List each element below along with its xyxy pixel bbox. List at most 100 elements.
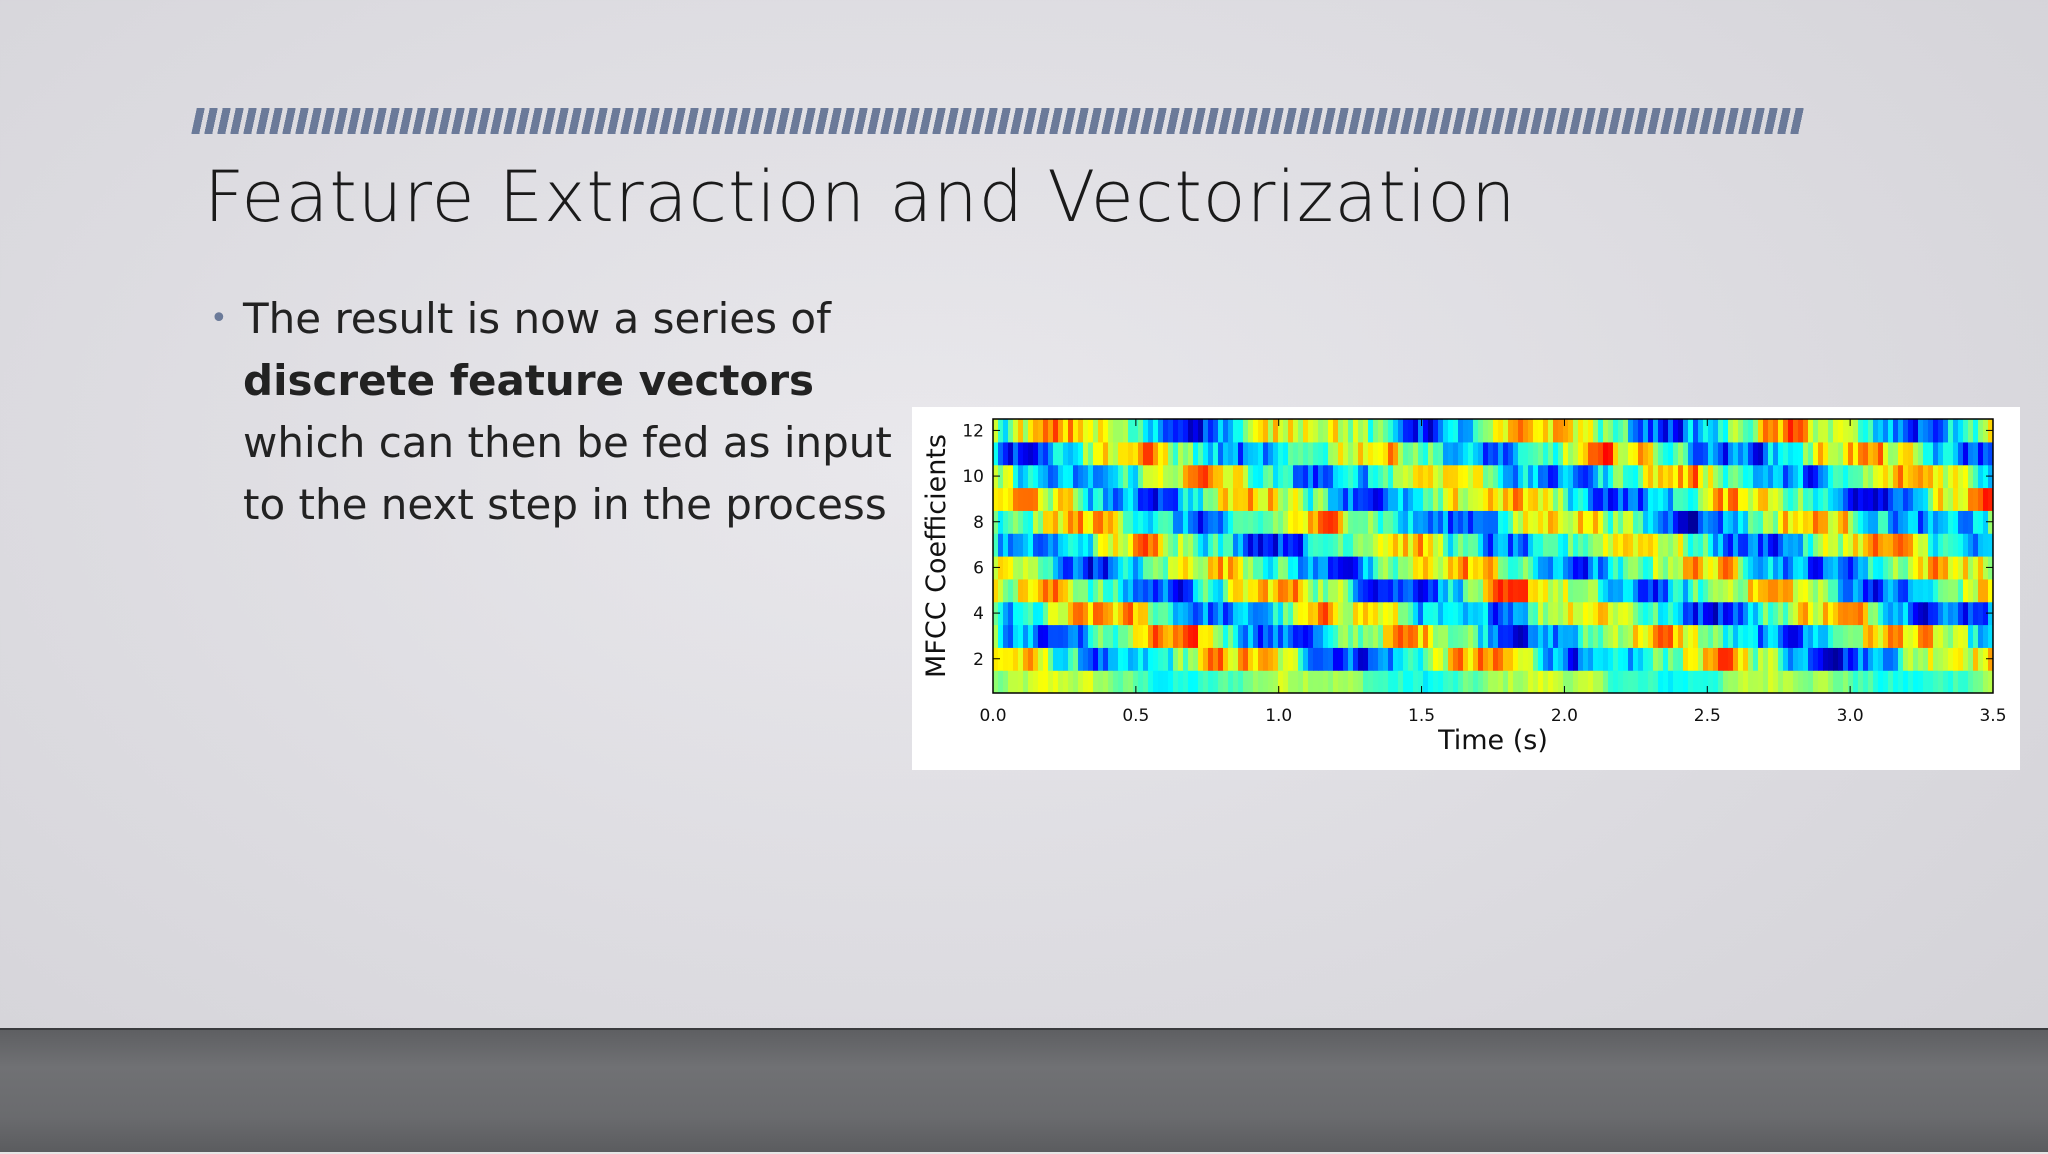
heatmap-cell (1943, 624, 1949, 648)
heatmap-cell (1298, 464, 1304, 489)
heatmap-cell (1588, 670, 1594, 693)
heatmap-cell (1673, 578, 1679, 603)
heatmap-cell (1843, 578, 1849, 603)
heatmap-cell (1503, 487, 1509, 511)
heatmap-cell (1178, 556, 1184, 580)
heatmap-cell (1048, 464, 1054, 489)
heatmap-cell (1598, 419, 1604, 443)
heatmap-cell (1833, 601, 1839, 626)
heatmap-cell (1948, 578, 1954, 603)
heatmap-cell (1198, 647, 1204, 671)
heatmap-cell (1918, 647, 1924, 671)
heatmap-cell (1283, 601, 1289, 626)
heatmap-cell (1593, 624, 1599, 648)
heatmap-cell (1003, 578, 1009, 603)
heatmap-cell (1428, 578, 1434, 603)
heatmap-cell (1588, 556, 1594, 580)
heatmap-cell (1073, 441, 1079, 466)
heatmap-cell (1748, 510, 1754, 534)
heatmap-cell (1428, 487, 1434, 511)
heatmap-cell (1198, 556, 1204, 580)
heatmap-cell (1988, 624, 1993, 648)
heatmap-cell (1633, 624, 1639, 648)
heatmap-cell (1683, 578, 1689, 603)
heatmap-cell (1008, 556, 1014, 580)
heatmap-cell (1973, 647, 1979, 671)
heatmap-cell (1328, 441, 1334, 466)
heatmap-cell (1253, 670, 1259, 693)
heatmap-cell (1223, 510, 1229, 534)
heatmap-cell (1073, 670, 1079, 693)
heatmap-cell (1643, 624, 1649, 648)
heatmap-cell (1953, 556, 1959, 580)
heatmap-cell (1708, 601, 1714, 626)
heatmap-cell (1643, 464, 1649, 489)
heatmap-cell (1418, 441, 1424, 466)
heatmap-cell (1183, 441, 1189, 466)
heatmap-cell (1933, 556, 1939, 580)
heatmap-cell (1573, 556, 1579, 580)
heatmap-cell (1018, 419, 1024, 443)
heatmap-cell (1928, 601, 1934, 626)
heatmap-cell (1753, 624, 1759, 648)
heatmap-cell (1143, 441, 1149, 466)
heatmap-cell (1633, 601, 1639, 626)
heatmap-cell (1733, 419, 1739, 443)
heatmap-cell (1363, 487, 1369, 511)
heatmap-cell (1228, 464, 1234, 489)
heatmap-cell (1628, 601, 1634, 626)
heatmap-cell (1088, 556, 1094, 580)
heatmap-cell (1533, 487, 1539, 511)
heatmap-cell (1988, 487, 1993, 511)
heatmap-cell (1123, 487, 1129, 511)
heatmap-cell (1038, 510, 1044, 534)
heatmap-cell (1708, 578, 1714, 603)
heatmap-cell (1708, 464, 1714, 489)
heatmap-cell (1063, 578, 1069, 603)
heatmap-cell (1723, 601, 1729, 626)
heatmap-cell (1883, 601, 1889, 626)
heatmap-cell (1078, 533, 1084, 557)
heatmap-cell (1113, 510, 1119, 534)
heatmap-cell (1883, 624, 1889, 648)
heatmap-cell (1483, 647, 1489, 671)
heatmap-cell (1958, 624, 1964, 648)
heatmap-cell (1278, 578, 1284, 603)
heatmap-cell (1098, 510, 1104, 534)
heatmap-cell (1748, 464, 1754, 489)
heatmap-cell (1398, 441, 1404, 466)
heatmap-cell (1818, 578, 1824, 603)
heatmap-cell (1388, 441, 1394, 466)
heatmap-cell (1948, 556, 1954, 580)
heatmap-cell (1193, 510, 1199, 534)
heatmap-cell (1433, 647, 1439, 671)
heatmap-cell (1883, 510, 1889, 534)
bullet-text-pre: The result is now a series of (243, 294, 831, 343)
heatmap-cell (1878, 487, 1884, 511)
heatmap-cell (1478, 464, 1484, 489)
heatmap-cell (1373, 670, 1379, 693)
heatmap-cell (1533, 533, 1539, 557)
heatmap-cell (1288, 647, 1294, 671)
heatmap-cell (1918, 601, 1924, 626)
heatmap-cell (1553, 419, 1559, 443)
heatmap-cell (1063, 601, 1069, 626)
heatmap-cell (1783, 578, 1789, 603)
heatmap-cell (1313, 464, 1319, 489)
heatmap-cell (1813, 464, 1819, 489)
heatmap-cell (1338, 670, 1344, 693)
heatmap-cell (1678, 419, 1684, 443)
heatmap-cell (1258, 670, 1264, 693)
heatmap-cell (1238, 578, 1244, 603)
heatmap-cell (1918, 510, 1924, 534)
heatmap-cell (1708, 510, 1714, 534)
heatmap-cell (1193, 647, 1199, 671)
heatmap-cell (1753, 647, 1759, 671)
heatmap-cell (1813, 510, 1819, 534)
heatmap-cell (1813, 419, 1819, 443)
heatmap-cell (1848, 487, 1854, 511)
heatmap-cell (1928, 419, 1934, 443)
heatmap-cell (1363, 419, 1369, 443)
heatmap-cell (1168, 601, 1174, 626)
